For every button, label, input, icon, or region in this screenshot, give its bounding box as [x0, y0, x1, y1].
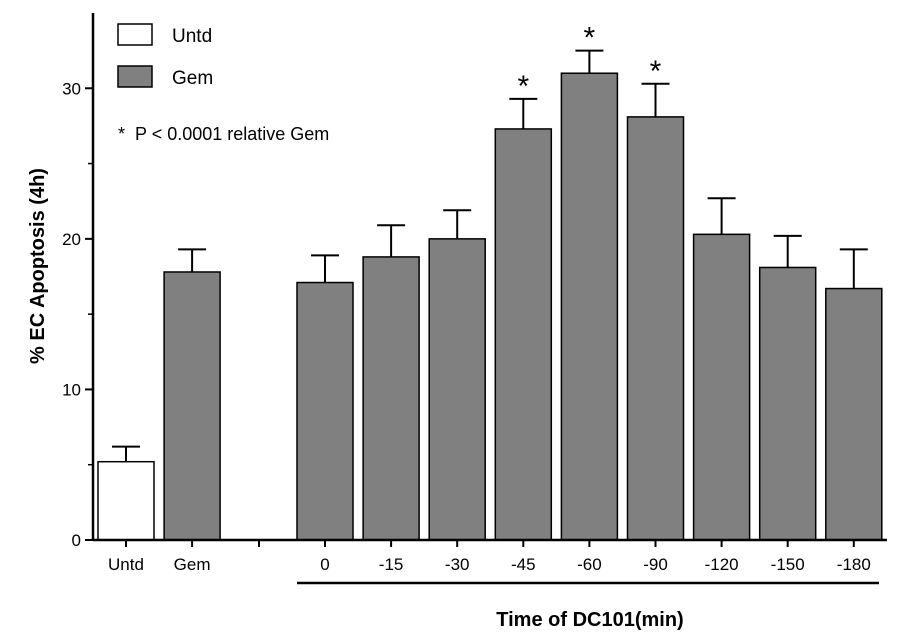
tick-labels-layer: Untd Gem 0 -15 -30 -45 -60 -90 -120 -150 -180 0 10 20…: [62, 79, 871, 574]
x-tick-label: Gem: [174, 555, 211, 574]
legend-label-untd: Untd: [172, 26, 212, 47]
error-bar: [641, 82, 670, 117]
bar-untd: [97, 460, 155, 541]
error-bar: [839, 248, 868, 289]
error-bar: [773, 234, 802, 268]
bar-dc101-120: [692, 233, 751, 541]
x-tick-label: -180: [837, 555, 871, 574]
y-tick-label: 20: [62, 230, 81, 249]
x-axis-title: Time of DC101(min): [496, 609, 683, 631]
bars-layer: [97, 72, 883, 541]
x-tick-label: -15: [379, 555, 404, 574]
error-bar: [311, 254, 339, 283]
x-tick-label: Untd: [108, 555, 144, 574]
error-bar: [509, 97, 538, 129]
bar-dc101-15: [362, 256, 420, 541]
error-bar: [377, 224, 406, 257]
legend: Untd Gem: [117, 23, 213, 89]
error-bar: [443, 209, 472, 239]
bar-dc101-180: [825, 287, 883, 541]
error-bar: [112, 445, 140, 462]
bar-dc101-90: [626, 116, 685, 541]
error-bar: [178, 248, 207, 272]
y-tick-label: 10: [62, 380, 81, 399]
x-tick-label: 0: [320, 555, 329, 574]
x-tick-label: -90: [643, 555, 668, 574]
significance-note: * P < 0.0001 relative Gem: [118, 124, 329, 144]
legend-swatch-untd: [117, 23, 153, 46]
x-tick-label: -150: [771, 555, 805, 574]
x-tick-label: -30: [445, 555, 470, 574]
bar-dc101-30: [428, 238, 486, 541]
error-bar: [707, 197, 736, 235]
significance-marker: *: [650, 55, 662, 88]
axes-layer: [85, 13, 887, 585]
bar-dc101-60: [560, 72, 619, 541]
x-tick-label: -45: [511, 555, 536, 574]
error-bars-layer: * * *: [112, 22, 868, 462]
significance-marker: *: [517, 70, 529, 103]
bar-dc101-0: [296, 281, 354, 541]
y-axis-title: % EC Apoptosis (4h): [27, 168, 49, 364]
legend-label-gem: Gem: [172, 68, 213, 89]
x-tick-label: -120: [705, 555, 739, 574]
bar-dc101-150: [758, 266, 817, 541]
x-tick-label: -60: [577, 555, 602, 574]
error-bar: [575, 49, 604, 74]
bar-gem: [163, 271, 221, 541]
y-tick-label: 30: [62, 79, 81, 98]
bar-dc101-45: [494, 128, 553, 541]
legend-swatch-gem: [117, 65, 153, 88]
significance-marker: *: [584, 22, 596, 55]
y-tick-label: 0: [72, 531, 81, 550]
